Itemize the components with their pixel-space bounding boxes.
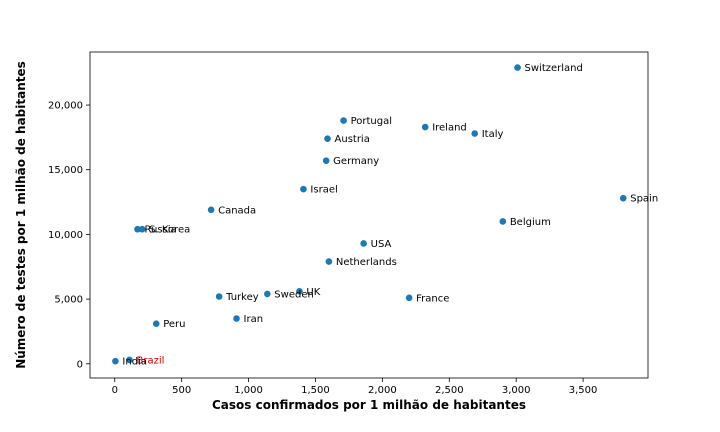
point-label: Portugal bbox=[351, 116, 392, 127]
data-point bbox=[322, 157, 330, 164]
y-axis-title: Número de testes por 1 milhão de habitan… bbox=[14, 61, 28, 369]
plot-area bbox=[89, 51, 649, 379]
point-label: Italy bbox=[482, 129, 504, 140]
point-label: Peru bbox=[163, 319, 185, 330]
x-tick-label: 0 bbox=[112, 385, 118, 396]
data-point bbox=[152, 320, 160, 327]
x-tick-label: 1,000 bbox=[234, 385, 263, 396]
data-point bbox=[296, 288, 303, 295]
point-label: Brazil bbox=[136, 355, 164, 366]
point-label: Spain bbox=[630, 194, 658, 205]
y-axis-ticks: 0 5,000 10,000 15,000 20,000 bbox=[48, 101, 90, 370]
point-label: Netherlands bbox=[336, 257, 397, 268]
point-label: Israel bbox=[310, 185, 337, 196]
x-tick-label: 2,500 bbox=[435, 385, 464, 396]
x-axis-ticks: 0 500 1,000 1,500 2,000 2,500 3,000 3,500 bbox=[112, 378, 598, 396]
x-tick-label: 2,000 bbox=[368, 385, 397, 396]
point-label: France bbox=[416, 293, 449, 304]
data-point bbox=[264, 290, 271, 298]
point-label: Switzerland bbox=[525, 63, 583, 74]
point-label: Belgium bbox=[510, 217, 551, 228]
data-point bbox=[405, 294, 413, 302]
point-label: Ireland bbox=[432, 123, 467, 134]
data-point bbox=[126, 356, 133, 364]
x-tick-label: 1,500 bbox=[301, 385, 330, 396]
y-tick-label: 15,000 bbox=[48, 165, 83, 176]
point-label: Austria bbox=[335, 134, 370, 145]
data-point bbox=[499, 218, 507, 225]
point-label: Germany bbox=[333, 156, 379, 167]
data-points: Switzerland Portugal Ireland Italy Austria Ge… bbox=[112, 63, 658, 368]
data-point bbox=[207, 206, 215, 214]
data-point bbox=[471, 130, 479, 137]
data-point bbox=[233, 315, 240, 322]
data-point bbox=[138, 225, 146, 233]
x-tick-label: 3,500 bbox=[569, 385, 598, 396]
point-label: S. Korea bbox=[149, 225, 190, 236]
point-label: India bbox=[122, 357, 147, 368]
x-axis-title: Casos confirmados por 1 milhão de habita… bbox=[212, 398, 526, 412]
point-label: Turkey bbox=[225, 292, 259, 303]
data-point bbox=[134, 225, 141, 233]
data-point bbox=[325, 258, 333, 265]
y-tick-label: 5,000 bbox=[54, 295, 83, 306]
x-tick-label: 3,000 bbox=[502, 385, 531, 396]
point-label: Sweden bbox=[274, 289, 314, 300]
data-point bbox=[324, 135, 331, 142]
point-label: Iran bbox=[244, 314, 264, 325]
x-tick-label: 500 bbox=[172, 385, 191, 396]
y-tick-label: 20,000 bbox=[48, 101, 83, 112]
point-label: Russia bbox=[145, 225, 177, 236]
point-label: USA bbox=[371, 239, 392, 250]
data-point bbox=[112, 357, 119, 365]
point-label: Canada bbox=[218, 205, 256, 216]
data-point bbox=[514, 64, 521, 71]
y-tick-label: 0 bbox=[77, 359, 83, 370]
data-point bbox=[619, 194, 627, 202]
data-point bbox=[340, 117, 347, 124]
data-point bbox=[300, 185, 307, 193]
data-point bbox=[215, 293, 223, 300]
data-point bbox=[421, 123, 429, 131]
point-label: UK bbox=[306, 287, 320, 298]
data-point bbox=[360, 240, 367, 247]
y-tick-label: 10,000 bbox=[48, 230, 83, 241]
